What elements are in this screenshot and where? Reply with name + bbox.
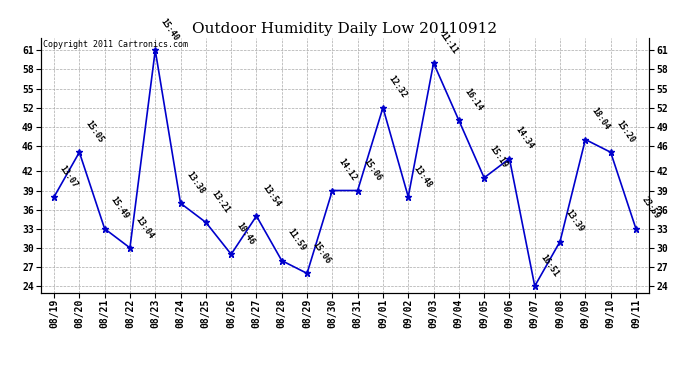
Text: 15:40: 15:40 xyxy=(159,17,181,43)
Text: 15:19: 15:19 xyxy=(488,144,510,170)
Text: 23:59: 23:59 xyxy=(640,195,662,221)
Text: 15:06: 15:06 xyxy=(310,240,333,266)
Text: 15:20: 15:20 xyxy=(614,119,636,145)
Text: 10:46: 10:46 xyxy=(235,221,257,247)
Text: 13:04: 13:04 xyxy=(134,214,155,240)
Text: 16:14: 16:14 xyxy=(462,87,484,113)
Text: 16:51: 16:51 xyxy=(538,253,560,279)
Text: 15:06: 15:06 xyxy=(362,157,383,183)
Text: 12:32: 12:32 xyxy=(386,74,408,100)
Text: 15:49: 15:49 xyxy=(108,195,130,221)
Text: 14:12: 14:12 xyxy=(336,157,358,183)
Text: 13:21: 13:21 xyxy=(210,189,231,215)
Text: 13:39: 13:39 xyxy=(564,208,586,234)
Text: 13:38: 13:38 xyxy=(184,170,206,196)
Text: 11:11: 11:11 xyxy=(437,30,459,56)
Text: Copyright 2011 Cartronics.com: Copyright 2011 Cartronics.com xyxy=(43,40,188,49)
Text: 14:34: 14:34 xyxy=(513,125,535,151)
Text: 15:05: 15:05 xyxy=(83,119,105,145)
Text: 11:59: 11:59 xyxy=(286,227,307,253)
Text: 18:04: 18:04 xyxy=(589,106,611,132)
Text: 13:54: 13:54 xyxy=(260,183,282,209)
Text: 13:48: 13:48 xyxy=(412,164,434,189)
Text: 13:07: 13:07 xyxy=(58,164,79,189)
Title: Outdoor Humidity Daily Low 20110912: Outdoor Humidity Daily Low 20110912 xyxy=(193,22,497,36)
